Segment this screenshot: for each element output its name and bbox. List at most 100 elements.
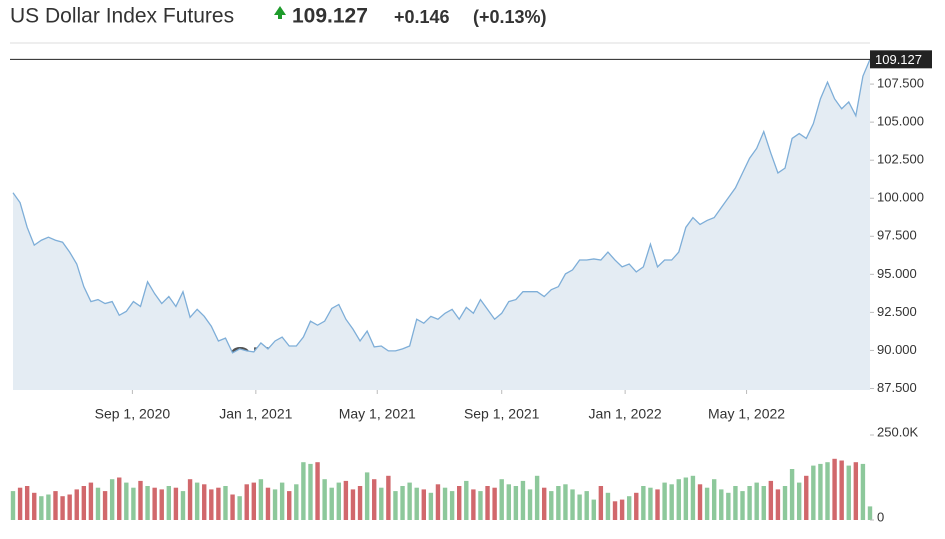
volume-bar (492, 487, 497, 520)
volume-bar (145, 486, 150, 520)
volume-bar (414, 487, 419, 520)
volume-bar (577, 494, 582, 520)
volume-bar (740, 491, 745, 520)
up-arrow (274, 6, 286, 19)
volume-bar (74, 489, 79, 520)
volume-bar (478, 491, 483, 520)
volume-bar (747, 486, 752, 520)
volume-bar (166, 486, 172, 520)
x-tick-label: Jan 1, 2022 (589, 406, 662, 422)
volume-bar (10, 491, 16, 520)
volume-bar (457, 486, 462, 520)
volume-bar (464, 480, 469, 520)
change-percent: (+0.13%) (473, 7, 547, 27)
x-tick-label: Sep 1, 2021 (464, 406, 540, 422)
volume-bar (626, 496, 632, 520)
volume-bar (294, 484, 299, 520)
volume-bar (655, 489, 660, 520)
volume-bar (804, 475, 809, 520)
volume-bar (818, 463, 823, 520)
volume-bar (237, 496, 242, 520)
volume-bar (534, 475, 540, 520)
y2-tick-label: 0 (877, 509, 884, 524)
volume-bar (301, 462, 306, 520)
volume-bar (124, 482, 129, 520)
volume-bar (641, 486, 646, 520)
volume-bar (244, 484, 249, 520)
volume-bar (287, 491, 292, 520)
volume-bar (131, 487, 136, 520)
volume-bar (315, 462, 320, 520)
volume-bar (726, 492, 731, 520)
volume-bar (648, 487, 653, 520)
volume-bar (364, 472, 370, 520)
volume-bar (690, 475, 696, 520)
volume-bar (591, 499, 596, 520)
y2-tick-label: 250.0K (877, 424, 919, 439)
volume-bar (761, 486, 766, 520)
volume-bar (258, 479, 264, 520)
volume-bar (265, 487, 271, 520)
volume-bar (832, 458, 837, 520)
price-line (12, 59, 871, 354)
volume-bar (789, 469, 795, 520)
y-tick-label: 97.500 (877, 228, 917, 243)
volume-bar (634, 492, 639, 520)
volume-bar (102, 491, 108, 520)
volume-bar (230, 494, 235, 520)
volume-bar (435, 484, 441, 520)
volume-bar (223, 486, 228, 520)
x-tick-label: Sep 1, 2020 (95, 406, 171, 422)
volume-bar (612, 501, 618, 520)
volume-bar (499, 479, 504, 520)
volume-bar (329, 487, 334, 520)
y-tick-label: 107.500 (877, 76, 924, 91)
volume-bar (853, 462, 859, 520)
volume-bar (81, 486, 87, 520)
volume-bar (704, 487, 710, 520)
y-tick-label: 100.000 (877, 190, 924, 205)
volume-bar (867, 506, 873, 520)
volume-bar (449, 491, 455, 520)
volume-bar (442, 487, 448, 520)
volume-bar (520, 480, 526, 520)
volume-bar (272, 489, 278, 520)
volume-bar (187, 479, 193, 520)
volume-bar (159, 489, 164, 520)
volume-bar (357, 486, 363, 520)
volume-bar (584, 491, 589, 520)
volume-bar (683, 477, 689, 520)
volume-bar (719, 489, 724, 520)
y-tick-label: 90.000 (877, 342, 917, 357)
volume-bar (768, 480, 774, 520)
volume-bar (60, 496, 65, 520)
volume-bar (251, 482, 257, 520)
volume-bar (322, 479, 327, 520)
volume-bar (138, 480, 143, 520)
last-price: 109.127 (292, 5, 368, 28)
volume-bar (88, 482, 94, 520)
volume-bar (386, 475, 391, 520)
volume-bar (825, 462, 830, 520)
last-price-box (870, 50, 932, 69)
volume-bar (202, 484, 207, 520)
volume-bar (556, 486, 561, 520)
volume-bar (570, 489, 575, 520)
volume-bar (733, 486, 738, 520)
volume-bar (17, 487, 23, 520)
volume-bar (697, 484, 703, 520)
volume-bar (796, 482, 802, 520)
volume-bar (513, 486, 519, 520)
volume-bar (308, 463, 313, 520)
volume-bar (379, 487, 384, 520)
area-fill (13, 59, 870, 390)
volume-bar (754, 482, 759, 520)
y-tick-label: 105.000 (877, 114, 924, 129)
volume-bar (811, 465, 816, 520)
volume-bar (350, 489, 356, 520)
volume-bar (669, 484, 674, 520)
volume-bar (541, 487, 547, 520)
volume-bar (117, 477, 122, 520)
volume-bar (24, 486, 30, 520)
volume-bar (209, 489, 214, 520)
